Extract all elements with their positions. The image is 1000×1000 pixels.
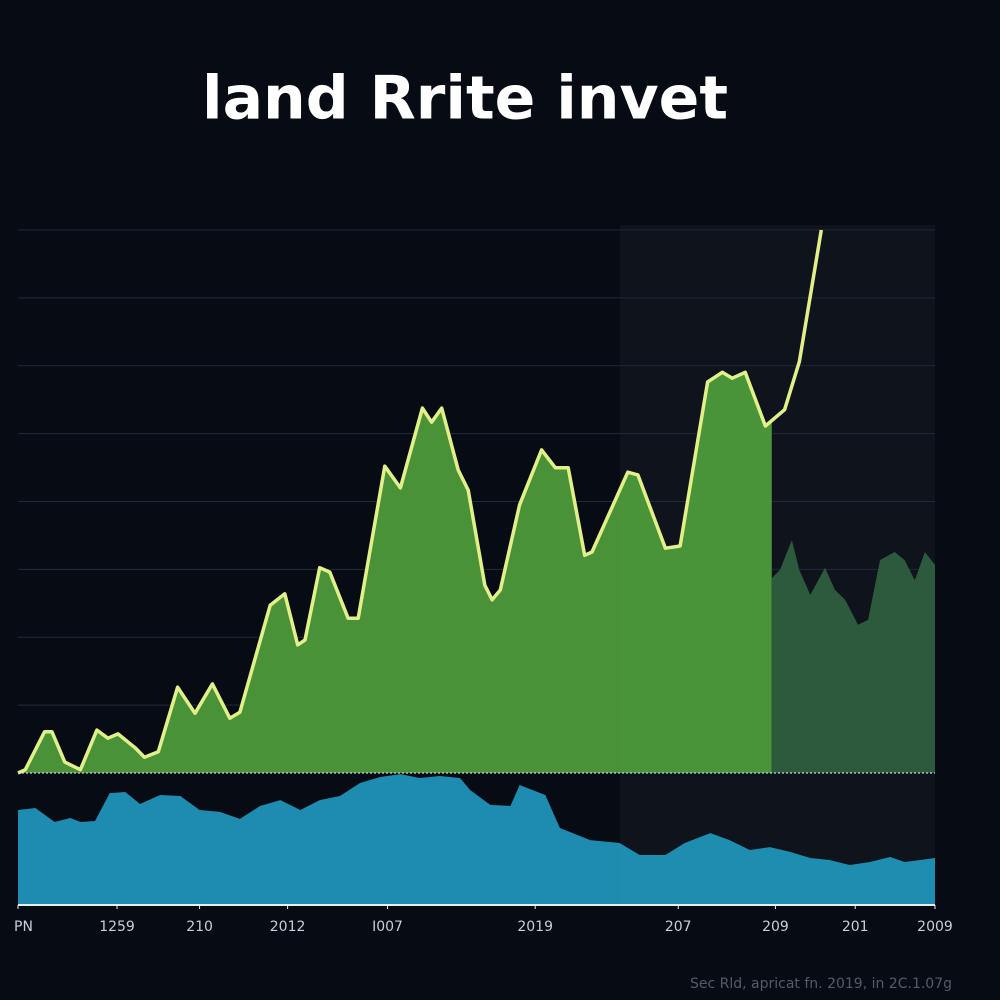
x-tick-label: 207	[665, 919, 692, 935]
x-tick-label: 1259	[99, 919, 135, 935]
x-tick-label: I007	[372, 919, 403, 935]
chart-title: land Rrite invet	[202, 64, 728, 134]
x-tick-label: 2009	[917, 919, 953, 935]
x-tick-label: 210	[186, 919, 213, 935]
area	[18, 372, 772, 773]
x-tick-label: 209	[762, 919, 789, 935]
x-tick-label: 2012	[270, 919, 306, 935]
source-note: Sec Rld, apricat fn. 2019, in 2C.1.07g	[690, 976, 952, 992]
line	[17, 229, 824, 775]
area	[18, 774, 935, 905]
x-tick-label: 2019	[517, 919, 553, 935]
x-tick-label: PN	[14, 919, 33, 935]
x-tick-label: 201	[842, 919, 869, 935]
area	[771, 540, 935, 773]
